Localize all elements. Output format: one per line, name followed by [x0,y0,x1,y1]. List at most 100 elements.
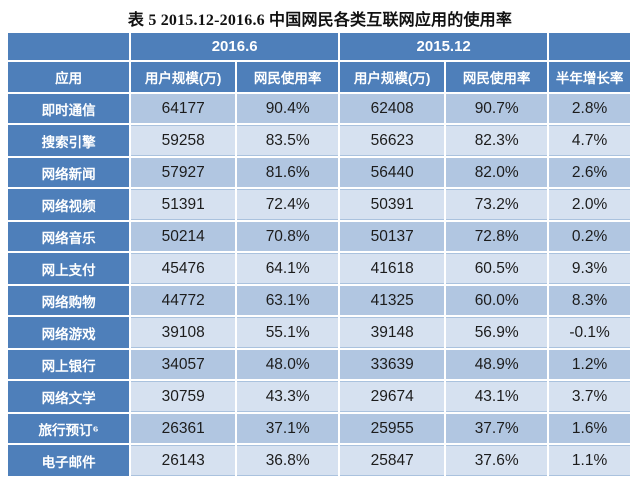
value-cell: 1.6% [549,414,630,443]
value-cell: 50214 [131,222,236,251]
value-cell: 30759 [131,381,236,412]
value-cell: 60.5% [446,253,548,284]
app-name-cell: 网络购物 [8,286,130,315]
value-cell: 41618 [340,253,445,284]
value-cell: 56623 [340,125,445,156]
value-cell: -0.1% [549,317,630,348]
column-header-app: 应用 [8,62,130,92]
value-cell: 26143 [131,445,236,476]
value-cell: 4.7% [549,125,630,156]
period-header-2016-6: 2016.6 [131,33,339,60]
table-row: 网络音乐 50214 70.8% 50137 72.8% 0.2% [8,222,630,251]
app-name-cell: 网络游戏 [8,317,130,348]
value-cell: 45476 [131,253,236,284]
value-cell: 25847 [340,445,445,476]
value-cell: 37.6% [446,445,548,476]
value-cell: 37.7% [446,414,548,443]
value-cell: 8.3% [549,286,630,315]
table-row: 旅行预订⁶ 26361 37.1% 25955 37.7% 1.6% [8,414,630,443]
value-cell: 26361 [131,414,236,443]
app-name-cell: 网络新闻 [8,158,130,187]
value-cell: 2.6% [549,158,630,187]
value-cell: 33639 [340,350,445,379]
value-cell: 9.3% [549,253,630,284]
value-cell: 0.2% [549,222,630,251]
value-cell: 70.8% [237,222,339,251]
value-cell: 73.2% [446,189,548,220]
column-header-half-year-growth: 半年增长率 [549,62,630,92]
corner-cell-right [549,33,630,60]
table-row: 网络新闻 57927 81.6% 56440 82.0% 2.6% [8,158,630,187]
value-cell: 37.1% [237,414,339,443]
app-name-cell: 网上银行 [8,350,130,379]
table-row: 网络视频 51391 72.4% 50391 73.2% 2.0% [8,189,630,220]
value-cell: 2.0% [549,189,630,220]
value-cell: 2.8% [549,94,630,123]
period-header-2015-12: 2015.12 [340,33,548,60]
value-cell: 59258 [131,125,236,156]
value-cell: 81.6% [237,158,339,187]
column-header-row: 应用 用户规模(万) 网民使用率 用户规模(万) 网民使用率 半年增长率 [8,62,630,92]
value-cell: 64177 [131,94,236,123]
value-cell: 50137 [340,222,445,251]
value-cell: 34057 [131,350,236,379]
value-cell: 72.4% [237,189,339,220]
column-header-usage-rate-1: 网民使用率 [237,62,339,92]
value-cell: 43.1% [446,381,548,412]
value-cell: 82.0% [446,158,548,187]
table-caption: 表 5 2015.12-2016.6 中国网民各类互联网应用的使用率 [127,12,513,29]
usage-rate-table: 2016.6 2015.12 应用 用户规模(万) 网民使用率 用户规模(万) … [6,31,632,478]
table-row: 电子邮件 26143 36.8% 25847 37.6% 1.1% [8,445,630,476]
value-cell: 90.4% [237,94,339,123]
app-name-cell: 搜索引擎 [8,125,130,156]
table-row: 网络购物 44772 63.1% 41325 60.0% 8.3% [8,286,630,315]
period-header-row: 2016.6 2015.12 [8,33,630,60]
table-header: 2016.6 2015.12 应用 用户规模(万) 网民使用率 用户规模(万) … [8,33,630,92]
value-cell: 90.7% [446,94,548,123]
value-cell: 43.3% [237,381,339,412]
app-name-cell: 网络音乐 [8,222,130,251]
value-cell: 1.1% [549,445,630,476]
app-name-cell: 网络文学 [8,381,130,412]
value-cell: 44772 [131,286,236,315]
value-cell: 60.0% [446,286,548,315]
app-name-cell: 即时通信 [8,94,130,123]
value-cell: 63.1% [237,286,339,315]
value-cell: 39148 [340,317,445,348]
corner-cell [8,33,130,60]
value-cell: 39108 [131,317,236,348]
value-cell: 41325 [340,286,445,315]
table-row: 网上支付 45476 64.1% 41618 60.5% 9.3% [8,253,630,284]
value-cell: 48.9% [446,350,548,379]
value-cell: 72.8% [446,222,548,251]
value-cell: 51391 [131,189,236,220]
table-body: 即时通信 64177 90.4% 62408 90.7% 2.8% 搜索引擎 5… [8,94,630,476]
table-row: 网络游戏 39108 55.1% 39148 56.9% -0.1% [8,317,630,348]
value-cell: 25955 [340,414,445,443]
app-name-cell: 网上支付 [8,253,130,284]
value-cell: 50391 [340,189,445,220]
column-header-usage-rate-2: 网民使用率 [446,62,548,92]
app-name-cell: 旅行预订⁶ [8,414,130,443]
table-row: 搜索引擎 59258 83.5% 56623 82.3% 4.7% [8,125,630,156]
table-row: 网上银行 34057 48.0% 33639 48.9% 1.2% [8,350,630,379]
value-cell: 55.1% [237,317,339,348]
column-header-user-scale-1: 用户规模(万) [131,62,236,92]
value-cell: 83.5% [237,125,339,156]
app-name-cell: 网络视频 [8,189,130,220]
value-cell: 56.9% [446,317,548,348]
table-row: 即时通信 64177 90.4% 62408 90.7% 2.8% [8,94,630,123]
value-cell: 62408 [340,94,445,123]
value-cell: 3.7% [549,381,630,412]
value-cell: 48.0% [237,350,339,379]
value-cell: 36.8% [237,445,339,476]
value-cell: 82.3% [446,125,548,156]
value-cell: 1.2% [549,350,630,379]
value-cell: 29674 [340,381,445,412]
app-name-cell: 电子邮件 [8,445,130,476]
value-cell: 56440 [340,158,445,187]
table-row: 网络文学 30759 43.3% 29674 43.1% 3.7% [8,381,630,412]
value-cell: 57927 [131,158,236,187]
column-header-user-scale-2: 用户规模(万) [340,62,445,92]
